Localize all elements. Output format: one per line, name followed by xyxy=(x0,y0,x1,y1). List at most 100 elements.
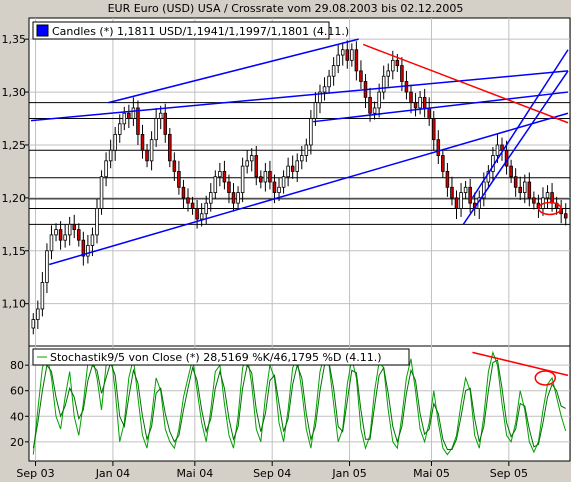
candle xyxy=(436,139,441,156)
x-tick-label: Jan 04 xyxy=(95,467,130,480)
candle xyxy=(550,192,554,204)
candle xyxy=(513,176,518,188)
candle xyxy=(99,176,104,209)
main-y-tick-label: 1,30 xyxy=(2,86,27,99)
candle xyxy=(413,102,418,109)
candle xyxy=(286,165,290,178)
x-tick-label: Mai 05 xyxy=(413,467,450,480)
oscillator-y-ticks: 20 40 60 80 xyxy=(10,359,29,449)
candle xyxy=(208,192,213,204)
candle xyxy=(331,65,336,77)
candle xyxy=(254,155,259,178)
trendline xyxy=(362,43,569,124)
candle xyxy=(359,70,363,82)
candle xyxy=(140,133,145,151)
candle xyxy=(327,75,331,88)
main-plot-area xyxy=(28,17,571,347)
main-y-tick-label: 1,20 xyxy=(2,192,27,205)
oscillator-y-tick-label: 60 xyxy=(10,385,24,398)
candle xyxy=(222,171,227,183)
trendline xyxy=(462,70,569,225)
candle xyxy=(127,112,131,119)
main-y-tick-label: 1,35 xyxy=(2,33,27,46)
candle xyxy=(95,208,99,236)
oscillator-legend: Stochastik9/5 von Close (*) 28,5169 %K/4… xyxy=(32,348,410,366)
candle xyxy=(77,229,81,241)
candle xyxy=(131,107,136,119)
candle xyxy=(441,155,445,172)
candle xyxy=(295,160,299,172)
candles-legend-swatch xyxy=(36,24,49,37)
candle xyxy=(509,165,513,178)
x-tick-label: Sep 04 xyxy=(253,467,291,480)
candle xyxy=(450,186,454,199)
candle xyxy=(523,181,527,193)
candle xyxy=(445,171,450,188)
trendline xyxy=(30,70,569,122)
candle xyxy=(90,234,95,246)
candle xyxy=(563,213,568,219)
candle xyxy=(172,160,177,172)
oscillator-y-tick-label: 20 xyxy=(10,436,24,449)
candle xyxy=(81,239,86,257)
candle xyxy=(272,181,277,193)
stochastic-line-pct-k xyxy=(32,350,567,456)
candle xyxy=(136,107,140,135)
candle xyxy=(277,186,281,193)
main-y-tick-label: 1,15 xyxy=(2,245,27,258)
candle xyxy=(340,49,345,56)
candle xyxy=(72,223,76,231)
candle xyxy=(40,282,45,310)
candle xyxy=(290,165,295,172)
candle xyxy=(122,112,127,125)
candle xyxy=(400,65,404,82)
x-ticks: Sep 03 Jan 04 Mai 04 Sep 04 Jan 05 Mai 05 Sep … xyxy=(16,461,528,480)
candle xyxy=(468,186,472,204)
x-tick-label: Sep 03 xyxy=(16,467,54,480)
candle xyxy=(281,176,286,188)
x-tick-label: Mai 04 xyxy=(176,467,213,480)
candle xyxy=(108,149,113,162)
candle xyxy=(190,202,195,209)
candle xyxy=(227,181,231,193)
candle xyxy=(168,133,172,162)
candle xyxy=(245,160,249,167)
candle xyxy=(54,229,58,236)
x-tick-label: Sep 05 xyxy=(490,467,528,480)
candle xyxy=(318,91,322,104)
candle xyxy=(145,149,149,162)
candle xyxy=(454,197,459,209)
candle xyxy=(259,176,263,183)
candles xyxy=(31,40,568,335)
candle xyxy=(391,59,395,72)
candle xyxy=(49,234,54,252)
candle xyxy=(427,107,431,119)
candle xyxy=(409,91,413,104)
candle xyxy=(31,319,36,329)
candle xyxy=(154,118,158,141)
candle xyxy=(495,144,500,156)
candle xyxy=(177,171,181,188)
candle xyxy=(240,165,245,193)
candle xyxy=(336,54,340,67)
candle xyxy=(518,186,522,193)
oscillator-lines xyxy=(32,350,569,456)
candle xyxy=(213,176,218,193)
main-y-tick-label: 1,10 xyxy=(2,298,27,311)
oscillator-y-tick-label: 80 xyxy=(10,359,24,372)
candle xyxy=(486,171,491,183)
oscillator-y-tick-label: 40 xyxy=(10,410,24,423)
candle xyxy=(113,133,117,151)
candle xyxy=(58,229,63,241)
candle xyxy=(204,202,208,215)
stochastic-line-pct-d xyxy=(32,359,566,450)
candle xyxy=(395,59,400,67)
candle xyxy=(404,81,409,93)
main-y-tick-label: 1,25 xyxy=(2,139,27,152)
trendline xyxy=(471,49,569,199)
candle xyxy=(86,245,90,257)
candle xyxy=(104,160,108,178)
main-y-ticks: 1,10 1,15 1,20 1,25 1,30 1,35 xyxy=(2,33,29,311)
candle xyxy=(482,181,486,199)
candle xyxy=(422,96,427,109)
